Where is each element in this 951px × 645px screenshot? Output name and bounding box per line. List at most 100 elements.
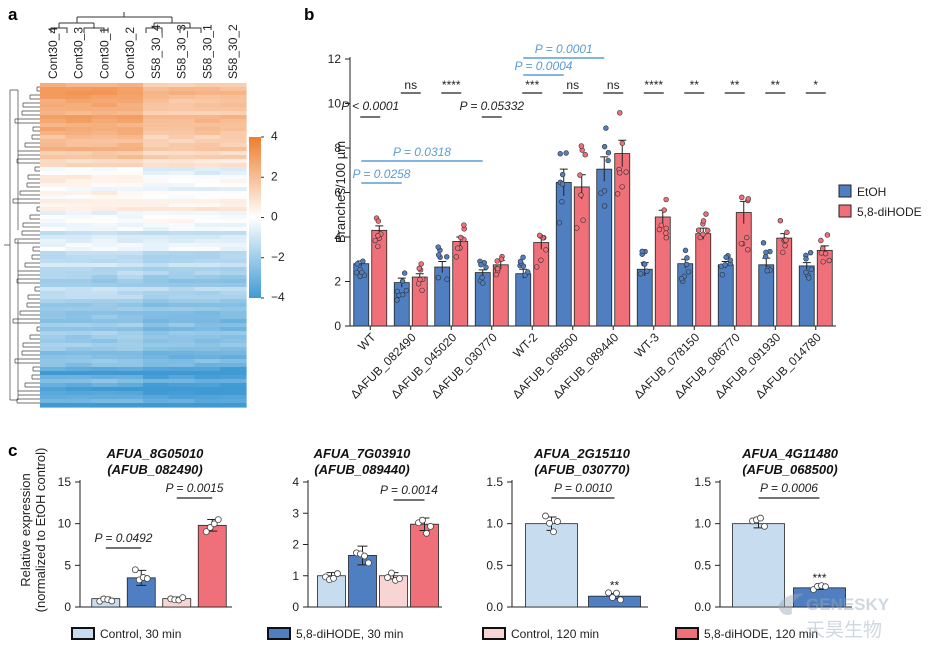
heatmap-cell: [91, 367, 118, 372]
heatmap-cell: [194, 203, 221, 208]
heatmap-cell: [40, 331, 67, 336]
heatmap-cell: [65, 159, 93, 164]
heatmap-cell: [194, 291, 221, 296]
heatmap-cell: [220, 123, 247, 128]
heatmap-cell: [91, 223, 118, 228]
heatmap-cell: [194, 359, 221, 364]
heatmap-cell: [40, 179, 67, 184]
heatmap-cell: [194, 283, 221, 288]
heatmap-cell: [143, 95, 170, 100]
data-point: [542, 512, 549, 520]
heatmap-cell: [91, 259, 118, 264]
heatmap-cell: [220, 307, 247, 312]
heatmap-cell: [194, 99, 221, 104]
data-point: [642, 261, 648, 267]
heatmap-cell: [143, 91, 170, 96]
heatmap-cell: [117, 299, 144, 304]
heatmap-cell: [143, 351, 170, 356]
heatmap-cell: [168, 115, 196, 120]
heatmap-cell: [40, 91, 67, 96]
heatmap-cell: [143, 179, 170, 184]
watermark-logo: [778, 593, 804, 615]
heatmap-cell: [40, 371, 67, 376]
heatmap-cell: [117, 187, 144, 192]
heatmap-cell: [168, 175, 196, 180]
heatmap-cell: [168, 303, 196, 308]
gene-title: AFUA_8G05010: [106, 446, 205, 461]
error-bar: [478, 269, 487, 276]
heatmap-cell: [220, 231, 247, 236]
heatmap-cell: [117, 147, 144, 152]
gene-subtitle: (AFUB_082490): [107, 462, 202, 477]
heatmap-cell: [117, 359, 144, 364]
heatmap-cell: [117, 395, 144, 400]
heatmap-cell: [168, 163, 196, 168]
data-point: [375, 243, 381, 250]
y-tick-label: 0.0: [694, 600, 711, 614]
heatmap-cell: [91, 167, 118, 172]
heatmap-cell: [65, 231, 93, 236]
heatmap-cell: [143, 199, 170, 204]
heatmap-cell: [194, 383, 221, 388]
heatmap-cell: [220, 203, 247, 208]
heatmap-cell: [117, 371, 144, 376]
data-point: [605, 150, 612, 156]
heatmap-cell: [40, 299, 67, 304]
heatmap-cell: [117, 95, 144, 100]
y-tick-label: 0.5: [694, 558, 711, 572]
heatmap-cell: [220, 299, 247, 304]
bar: [573, 186, 590, 327]
heatmap-cell: [143, 331, 170, 336]
data-point: [353, 269, 360, 276]
data-point: [401, 270, 408, 276]
heatmap-cell: [65, 163, 93, 168]
data-point: [131, 566, 139, 574]
data-point: [399, 278, 406, 284]
heatmap-cell: [91, 179, 118, 184]
heatmap-cell: [40, 215, 67, 220]
data-point: [700, 218, 707, 224]
data-point: [663, 230, 669, 236]
heatmap-cell: [143, 395, 170, 400]
data-point: [739, 194, 745, 201]
heatmap-cell: [143, 343, 170, 348]
heatmap-cell: [220, 371, 247, 376]
heatmap-column-label: Cont30_3: [72, 27, 86, 79]
significance-label: ***: [525, 78, 539, 92]
significance-label: **: [771, 78, 781, 92]
heatmap-cell: [91, 87, 118, 92]
heatmap-cell: [194, 223, 221, 228]
heatmap-cell: [117, 243, 144, 248]
comparison-label: P = 0.0001: [535, 42, 593, 56]
data-point: [480, 280, 486, 286]
heatmap-cell: [65, 199, 93, 204]
heatmap-cell: [220, 139, 247, 144]
data-point: [479, 274, 485, 281]
heatmap-cell: [143, 231, 170, 236]
data-point: [619, 184, 625, 190]
heatmap-cell: [40, 187, 67, 192]
data-point: [557, 151, 563, 157]
heatmap-cell: [220, 211, 247, 216]
heatmap-cell: [40, 191, 67, 196]
data-point: [556, 220, 563, 226]
heatmap-cell: [143, 287, 170, 292]
heatmap-cell: [220, 191, 247, 196]
legend-label: 5,8-diHODE, 30 min: [296, 627, 403, 641]
heatmap-cell: [143, 255, 170, 260]
heatmap-cell: [91, 347, 118, 352]
heatmap-cell: [65, 91, 93, 96]
y-tick-label: 1: [292, 569, 299, 583]
heatmap-cell: [91, 91, 118, 96]
heatmap-cell: [143, 319, 170, 324]
heatmap-cell: [143, 251, 170, 256]
heatmap-cell: [168, 279, 196, 284]
heatmap-cell: [220, 107, 247, 112]
heatmap-cell: [168, 203, 196, 208]
heatmap-cell: [91, 255, 118, 260]
heatmap-cell: [65, 307, 93, 312]
heatmap-cell: [143, 239, 170, 244]
heatmap-cell: [194, 303, 221, 308]
heatmap-cell: [65, 335, 93, 340]
heatmap-cell: [91, 331, 118, 336]
